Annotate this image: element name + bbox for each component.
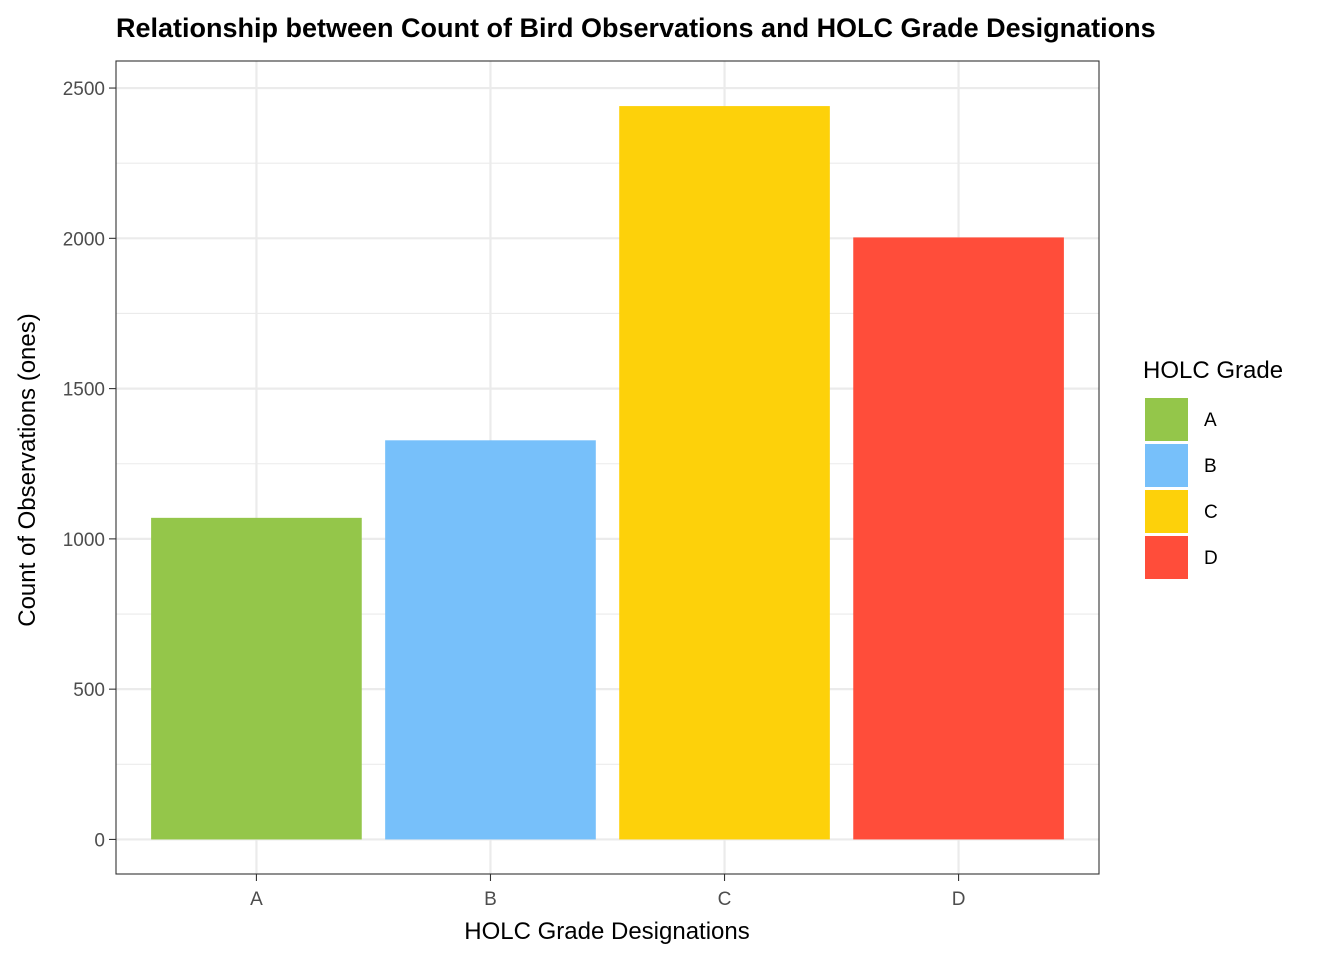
legend-key-a xyxy=(1145,398,1188,441)
legend-label-a: A xyxy=(1204,410,1217,431)
bar-c xyxy=(619,106,830,840)
legend-items: A B C D xyxy=(1145,398,1218,579)
y-tick-label: 500 xyxy=(73,680,105,701)
chart-title: Relationship between Count of Bird Obser… xyxy=(116,13,1156,43)
legend-title: HOLC Grade xyxy=(1143,357,1283,384)
plot-border xyxy=(115,60,1100,875)
plot-panel xyxy=(115,60,1100,875)
legend-label-b: B xyxy=(1204,456,1217,477)
x-tick-label: B xyxy=(484,889,497,910)
y-tick-label: 1500 xyxy=(63,380,105,401)
y-tick-label: 2000 xyxy=(63,229,105,250)
legend-label-c: C xyxy=(1204,502,1218,523)
x-axis-title: HOLC Grade Designations xyxy=(464,918,749,945)
legend-key-d xyxy=(1145,536,1188,579)
x-tick-label: D xyxy=(952,889,966,910)
y-tick-label: 0 xyxy=(94,830,105,851)
legend: HOLC Grade A B C D xyxy=(1143,357,1283,579)
legend-key-c xyxy=(1145,490,1188,533)
bar-a xyxy=(151,517,362,840)
y-tick-label: 2500 xyxy=(63,79,105,100)
y-tick-label: 1000 xyxy=(63,530,105,551)
bar-d xyxy=(853,237,1064,840)
legend-label-d: D xyxy=(1204,548,1218,569)
bars xyxy=(151,106,1064,840)
y-axis-title: Count of Observations (ones) xyxy=(14,313,41,627)
bar-b xyxy=(385,440,596,840)
legend-key-b xyxy=(1145,444,1188,487)
y-axis: 0 500 1000 1500 2000 2500 xyxy=(63,79,116,851)
x-axis: A B C D xyxy=(250,874,965,910)
x-tick-label: A xyxy=(250,889,263,910)
x-tick-label: C xyxy=(718,889,732,910)
